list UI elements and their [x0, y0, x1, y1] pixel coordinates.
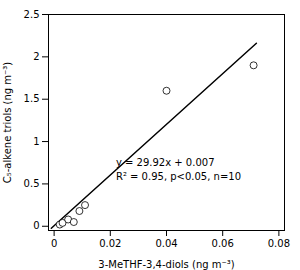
svg-text:0.02: 0.02 — [99, 238, 121, 249]
svg-text:0.5: 0.5 — [24, 178, 40, 189]
svg-text:1: 1 — [33, 136, 39, 147]
svg-text:1.5: 1.5 — [24, 93, 40, 104]
svg-text:3-MeTHF-3,4-diols (ng m⁻³): 3-MeTHF-3,4-diols (ng m⁻³) — [98, 259, 234, 270]
svg-text:2: 2 — [33, 51, 39, 62]
svg-text:0.04: 0.04 — [155, 238, 177, 249]
svg-text:0: 0 — [51, 238, 57, 249]
svg-text:C₅-alkene triols (ng m⁻³): C₅-alkene triols (ng m⁻³) — [2, 62, 13, 184]
svg-text:0.08: 0.08 — [268, 238, 290, 249]
svg-text:0.06: 0.06 — [212, 238, 234, 249]
svg-text:0: 0 — [33, 220, 39, 231]
svg-text:2.5: 2.5 — [24, 9, 40, 20]
svg-text:y = 29.92x + 0.007R² = 0.95, p: y = 29.92x + 0.007R² = 0.95, p<0.05, n=1… — [116, 157, 241, 182]
